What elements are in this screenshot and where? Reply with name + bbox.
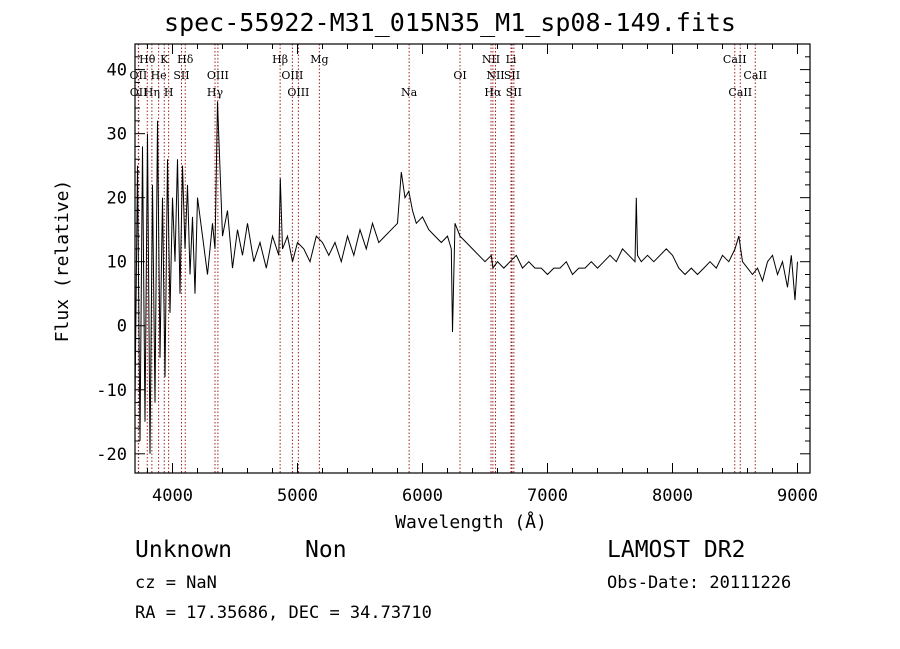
line-label-23: CaII [723, 53, 747, 66]
x-tick-label: 9000 [777, 486, 818, 506]
line-label-20: SII [504, 69, 520, 82]
x-axis: 4000 5000 6000 7000 8000 9000 [147, 44, 818, 506]
line-label-12: OIII [281, 69, 303, 82]
line-label-16: OI [453, 69, 466, 82]
line-label-19: NII [486, 69, 504, 82]
line-label-5: Hη [144, 86, 160, 99]
line-label-18: Li [506, 53, 517, 66]
line-label-14: Mg [310, 53, 328, 66]
y-tick-label: -20 [96, 445, 127, 465]
y-tick-label: 10 [107, 253, 127, 273]
line-label-21: Hα [484, 86, 502, 99]
observation-date: Obs-Date: 20111226 [607, 573, 792, 593]
x-tick-label: 7000 [527, 486, 568, 506]
line-label-1: OII [130, 69, 148, 82]
line-label-13: OIII [287, 86, 309, 99]
line-label-6: Hδ [177, 53, 194, 66]
line-label-8: H [164, 86, 174, 99]
ra-dec-coordinates: RA = 17.35686, DEC = 34.73710 [135, 603, 432, 623]
x-tick-label: 4000 [152, 486, 193, 506]
redshift-cz: cz = NaN [135, 573, 217, 593]
y-tick-label: 30 [107, 125, 127, 145]
survey-name: LAMOST DR2 [607, 537, 746, 563]
x-axis-label: Wavelength (Å) [395, 511, 547, 533]
line-label-10: Hγ [207, 86, 224, 99]
x-tick-label: 6000 [402, 486, 443, 506]
spectral-line-markers [137, 44, 756, 473]
plot-frame [134, 43, 811, 474]
y-axis-label: Flux (relative) [52, 180, 73, 343]
line-label-17: NII [482, 53, 500, 66]
line-label-24: CaII [743, 69, 767, 82]
line-label-25: CaII [728, 86, 752, 99]
x-tick-label: 8000 [652, 486, 693, 506]
line-label-2: OII [130, 86, 148, 99]
x-tick-label: 5000 [277, 486, 318, 506]
line-label-15: Na [401, 86, 418, 99]
line-label-0: Hθ [139, 53, 156, 66]
y-tick-label: -10 [96, 381, 127, 401]
chart-title: spec-55922-M31_015N35_M1_sp08-149.fits [164, 8, 736, 37]
y-tick-label: 40 [107, 61, 127, 81]
spectral-line-labels: Hθ OII OII K He Hη Hδ SII H OIII Hγ Hβ OIII OIII Mg Na O… [130, 53, 768, 99]
line-label-11: Hβ [272, 53, 288, 66]
y-tick-label: 0 [117, 317, 127, 337]
line-label-7: SII [173, 69, 189, 82]
spectrum-line [134, 101, 798, 454]
line-label-3: K [160, 53, 169, 66]
y-tick-label: 20 [107, 189, 127, 209]
line-label-22: SII [506, 86, 522, 99]
line-label-9: OIII [207, 69, 229, 82]
object-class: Unknown [135, 537, 232, 563]
line-label-4: He [151, 69, 167, 82]
object-subclass: Non [305, 537, 347, 563]
y-axis: -20 -10 0 10 20 30 40 [96, 56, 810, 465]
